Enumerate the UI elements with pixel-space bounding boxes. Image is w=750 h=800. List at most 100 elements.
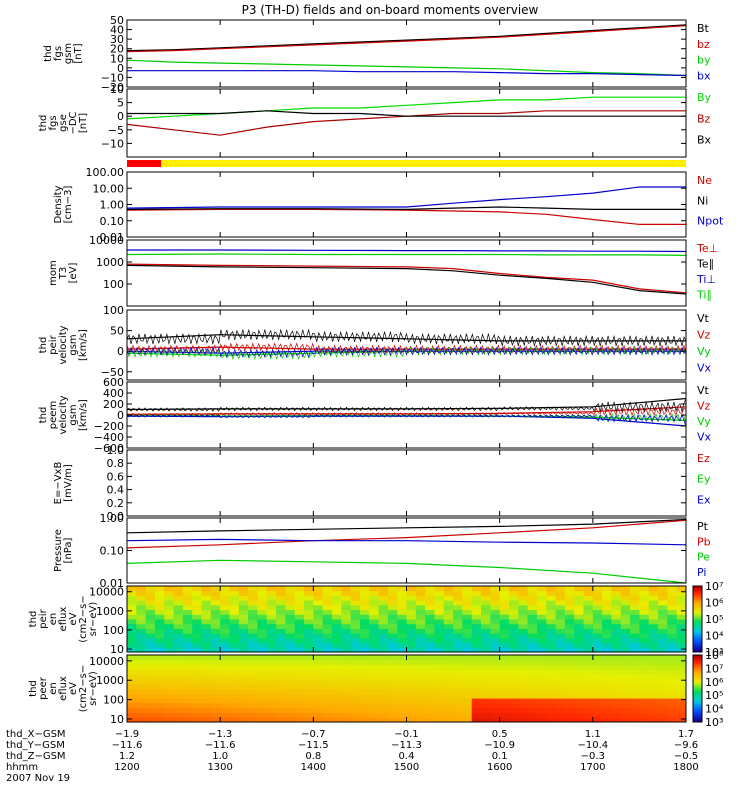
- colorbar-tick-label: 10⁶: [705, 676, 724, 689]
- spectrogram-cell: [508, 637, 519, 644]
- y-axis-label-line: mom: [48, 260, 59, 286]
- colorbar-segment: [693, 599, 702, 602]
- colorbar-segment: [693, 623, 702, 627]
- spectrogram-cell: [620, 707, 631, 713]
- spectrogram-cell: [359, 623, 370, 629]
- spectrogram-cell: [471, 614, 482, 620]
- spectrogram-cell: [387, 688, 398, 694]
- spectrogram-cell: [210, 698, 221, 704]
- spectrogram-cell: [425, 623, 435, 629]
- spectrogram-cell: [192, 683, 203, 689]
- spectrogram-cell: [434, 590, 445, 596]
- spectrogram-cell: [602, 628, 612, 634]
- x-row-value: 0.4: [399, 751, 415, 762]
- spectrogram-cell: [127, 623, 137, 629]
- spectrogram-cell: [285, 633, 296, 639]
- spectrogram-cell: [276, 647, 286, 653]
- colorbar-segment: [693, 616, 702, 620]
- colorbar-segment: [693, 632, 702, 635]
- spectrogram-cell: [350, 628, 361, 634]
- spectrogram-cell: [611, 678, 622, 685]
- spectrogram-cell: [182, 614, 193, 620]
- spectrogram-cell: [546, 674, 557, 680]
- spectrogram-cell: [359, 619, 370, 625]
- spectrogram-cell: [499, 655, 510, 661]
- spectrogram-cell: [313, 604, 324, 611]
- spectrogram-cell: [602, 693, 612, 699]
- spectrogram-cell: [611, 712, 622, 718]
- spectrogram-cell: [238, 678, 249, 685]
- spectrogram-cell: [592, 647, 603, 653]
- spectrogram-cell: [443, 659, 454, 666]
- spectrogram-cell: [313, 647, 324, 653]
- spectrogram-cell: [574, 659, 585, 666]
- spectrogram-cell: [294, 590, 305, 596]
- spectrogram-cell: [676, 678, 687, 685]
- spectrogram-cell: [285, 609, 296, 615]
- colorbar-segment: [693, 713, 702, 716]
- spectrogram-cell: [322, 683, 333, 689]
- spectrogram-cell: [248, 604, 258, 611]
- spectrogram-cell: [453, 674, 463, 680]
- spectrogram-cell: [499, 619, 510, 625]
- spectrogram-cell: [462, 647, 473, 653]
- spectrogram-cell: [425, 642, 435, 648]
- spectrogram-cell: [555, 698, 566, 704]
- spectrogram-cell: [350, 688, 361, 694]
- spectrogram-cell: [285, 659, 296, 666]
- y-tick-label: 0: [117, 62, 124, 75]
- spectrogram-cell: [648, 655, 659, 661]
- spectrogram-cell: [331, 619, 342, 625]
- x-row-value: 1.1: [585, 729, 601, 740]
- spectrogram-cell: [611, 655, 622, 661]
- colorbar-segment: [693, 672, 702, 676]
- spectrogram-cell: [276, 707, 286, 713]
- spectrogram-cell: [415, 688, 426, 694]
- spectrogram-cell: [397, 712, 407, 718]
- spectrogram-cell: [564, 609, 575, 615]
- spectrogram-cell: [173, 600, 184, 606]
- spectrogram-cell: [304, 623, 314, 629]
- spectrogram-cell: [304, 637, 314, 644]
- spectrogram-cell: [453, 633, 463, 639]
- spectrogram-cell: [322, 623, 333, 629]
- status-bar-red: [127, 160, 161, 167]
- colorbar-tick-label: 10³: [705, 646, 723, 659]
- spectrogram-cell: [164, 628, 175, 634]
- x-row-value: −0.7: [301, 729, 325, 740]
- x-row-value: 1700: [580, 762, 605, 773]
- spectrogram-cell: [453, 693, 463, 699]
- spectrogram-cell: [359, 609, 370, 615]
- spectrogram-cell: [602, 702, 612, 709]
- spectrogram-cell: [630, 595, 640, 601]
- spectrogram-cell: [369, 664, 380, 670]
- spectrogram-cell: [415, 619, 426, 625]
- spectrogram-cell: [443, 628, 454, 634]
- spectrogram-cell: [304, 712, 314, 718]
- spectrogram-cell: [546, 669, 557, 675]
- spectrogram-cell: [294, 698, 305, 704]
- spectrogram-cell: [341, 683, 352, 689]
- legend-label-Bx: Bx: [697, 134, 712, 147]
- spectrogram-cell: [182, 702, 193, 709]
- y-axis-label-line: peir: [48, 334, 59, 354]
- spectrogram-cell: [359, 702, 370, 709]
- spectrogram-cell: [481, 637, 491, 644]
- spectrogram-cell: [322, 693, 333, 699]
- spectrogram-cell: [285, 693, 296, 699]
- spectrogram-cell: [257, 609, 268, 615]
- spectrogram-cell: [462, 717, 473, 723]
- spectrogram-cell: [145, 712, 156, 718]
- spectrogram-cell: [369, 623, 380, 629]
- spectrogram-cell: [453, 642, 463, 648]
- spectrogram-cell: [313, 698, 324, 704]
- spectrogram-cell: [164, 595, 175, 601]
- spectrogram-cell: [592, 637, 603, 644]
- spectrogram-cell: [378, 678, 389, 685]
- spectrogram-cell: [639, 619, 650, 625]
- spectrogram-cell: [508, 688, 519, 694]
- spectrogram-cell: [359, 688, 370, 694]
- spectrogram-cell: [387, 712, 398, 718]
- spectrogram-cell: [620, 586, 631, 592]
- spectrogram-cell: [285, 614, 296, 620]
